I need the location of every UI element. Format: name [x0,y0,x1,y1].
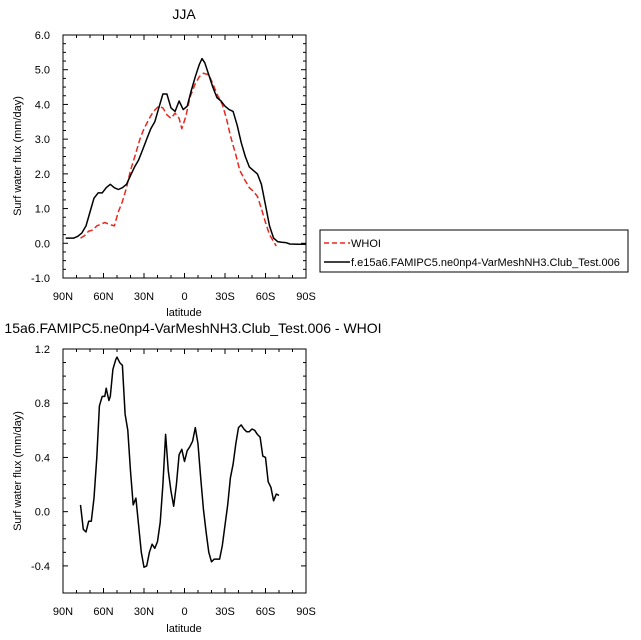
x-tick-label: 30N [134,291,154,303]
y-tick-label: 5.0 [35,65,50,77]
x-tick-label: 60S [256,606,276,618]
y-tick-label: -0.4 [31,561,50,573]
y-tick-label: 1.2 [35,344,50,356]
x-tick-label: 60N [93,291,113,303]
bottom-chart-axes: 90N 60N 30N 0 30S 60S 90S -0.4 0.0 0.4 0.8 1.2 [31,344,316,618]
y-tick-label: 0.0 [35,238,50,250]
top-chart-series [65,57,306,247]
bottom-chart-xlabel: latitude [166,623,201,635]
x-tick-label: 90N [53,291,73,303]
y-tick-label: 2.0 [35,169,50,181]
bottom-chart: 15a6.FAMIPC5.ne0np4-VarMeshNH3.Club_Test… [4,320,381,635]
top-chart-frame [62,34,307,279]
y-tick-label: 4.0 [35,99,50,111]
y-tick-label: 0.0 [35,507,50,519]
y-tick-label: 6.0 [35,30,50,42]
series-line-0-0 [80,72,277,247]
top-chart-axes: 90N 60N 30N 0 30S 60S 90S -1.0 0.0 1.0 2.0 3.0 4.0 5.… [31,30,316,303]
y-tick-label: -1.0 [31,273,50,285]
y-tick-label: 0.8 [35,398,50,410]
x-tick-label: 30S [215,291,235,303]
x-tick-label: 90S [296,606,316,618]
y-tick-label: 1.0 [35,204,50,216]
legend-whoi-label: WHOI [351,238,381,250]
y-tick-label: 0.4 [35,452,50,464]
series-line-0-1 [65,57,306,246]
x-tick-label: 90S [296,291,316,303]
x-tick-label: 0 [181,606,187,618]
top-chart-xlabel: latitude [166,307,201,319]
x-tick-label: 30N [134,606,154,618]
top-chart-title: JJA [172,6,196,22]
x-tick-label: 0 [181,291,187,303]
series-line-1-0 [79,356,280,568]
bottom-chart-ylabel: Surf water flux (mm/day) [12,411,24,531]
x-tick-label: 30S [215,606,235,618]
top-chart: JJA 90N 60N 30N 0 30S 60S 90S -1.0 0.0 1.0 2.0 3.0 4… [12,6,316,319]
legend: WHOI f.e15a6.FAMIPC5.ne0np4-VarMeshNH3.C… [319,229,629,273]
legend-model-label: f.e15a6.FAMIPC5.ne0np4-VarMeshNH3.Club_T… [351,257,620,269]
top-chart-ylabel: Surf water flux (mm/day) [12,96,24,216]
bottom-chart-series [79,356,280,568]
x-tick-label: 60N [93,606,113,618]
bottom-chart-title: 15a6.FAMIPC5.ne0np4-VarMeshNH3.Club_Test… [4,320,381,336]
x-tick-label: 60S [256,291,276,303]
x-tick-label: 90N [53,606,73,618]
legend-box [319,229,629,273]
y-tick-label: 3.0 [35,134,50,146]
bottom-chart-frame [62,348,307,594]
